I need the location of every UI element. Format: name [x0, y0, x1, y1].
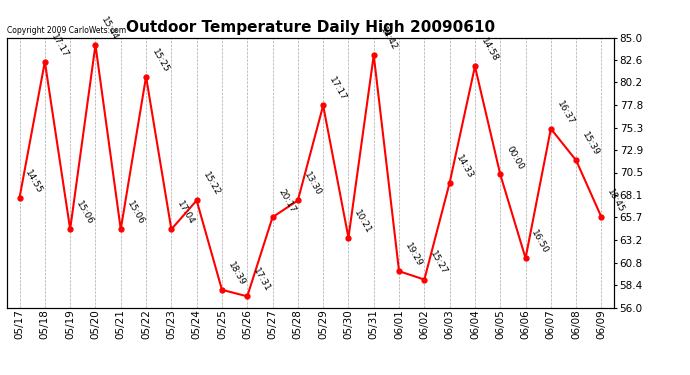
Text: 15:44: 15:44: [99, 15, 120, 42]
Text: 18:39: 18:39: [226, 260, 247, 287]
Text: 13:30: 13:30: [302, 171, 323, 198]
Text: 19:29: 19:29: [403, 242, 424, 268]
Text: 16:50: 16:50: [530, 228, 551, 255]
Text: 16:37: 16:37: [555, 99, 575, 126]
Text: 15:25: 15:25: [150, 47, 171, 74]
Text: 20:17: 20:17: [277, 188, 297, 214]
Text: 14:33: 14:33: [454, 153, 475, 180]
Text: 15:06: 15:06: [125, 200, 146, 226]
Text: 15:22: 15:22: [201, 171, 221, 198]
Text: 18:45: 18:45: [606, 188, 627, 214]
Text: 15:06: 15:06: [75, 200, 95, 226]
Text: 15:27: 15:27: [428, 250, 449, 277]
Text: 10:21: 10:21: [353, 208, 373, 235]
Text: 17:17: 17:17: [327, 76, 348, 103]
Text: 14:42: 14:42: [378, 26, 398, 53]
Text: 17:04: 17:04: [175, 200, 196, 226]
Title: Outdoor Temperature Daily High 20090610: Outdoor Temperature Daily High 20090610: [126, 20, 495, 35]
Text: 15:39: 15:39: [580, 131, 601, 158]
Text: 00:00: 00:00: [504, 145, 525, 172]
Text: 14:58: 14:58: [479, 37, 500, 64]
Text: 14:55: 14:55: [23, 168, 44, 195]
Text: 17:31: 17:31: [251, 267, 272, 294]
Text: 17:17: 17:17: [49, 32, 70, 59]
Text: Copyright 2009 CarloWets.com: Copyright 2009 CarloWets.com: [7, 26, 126, 35]
